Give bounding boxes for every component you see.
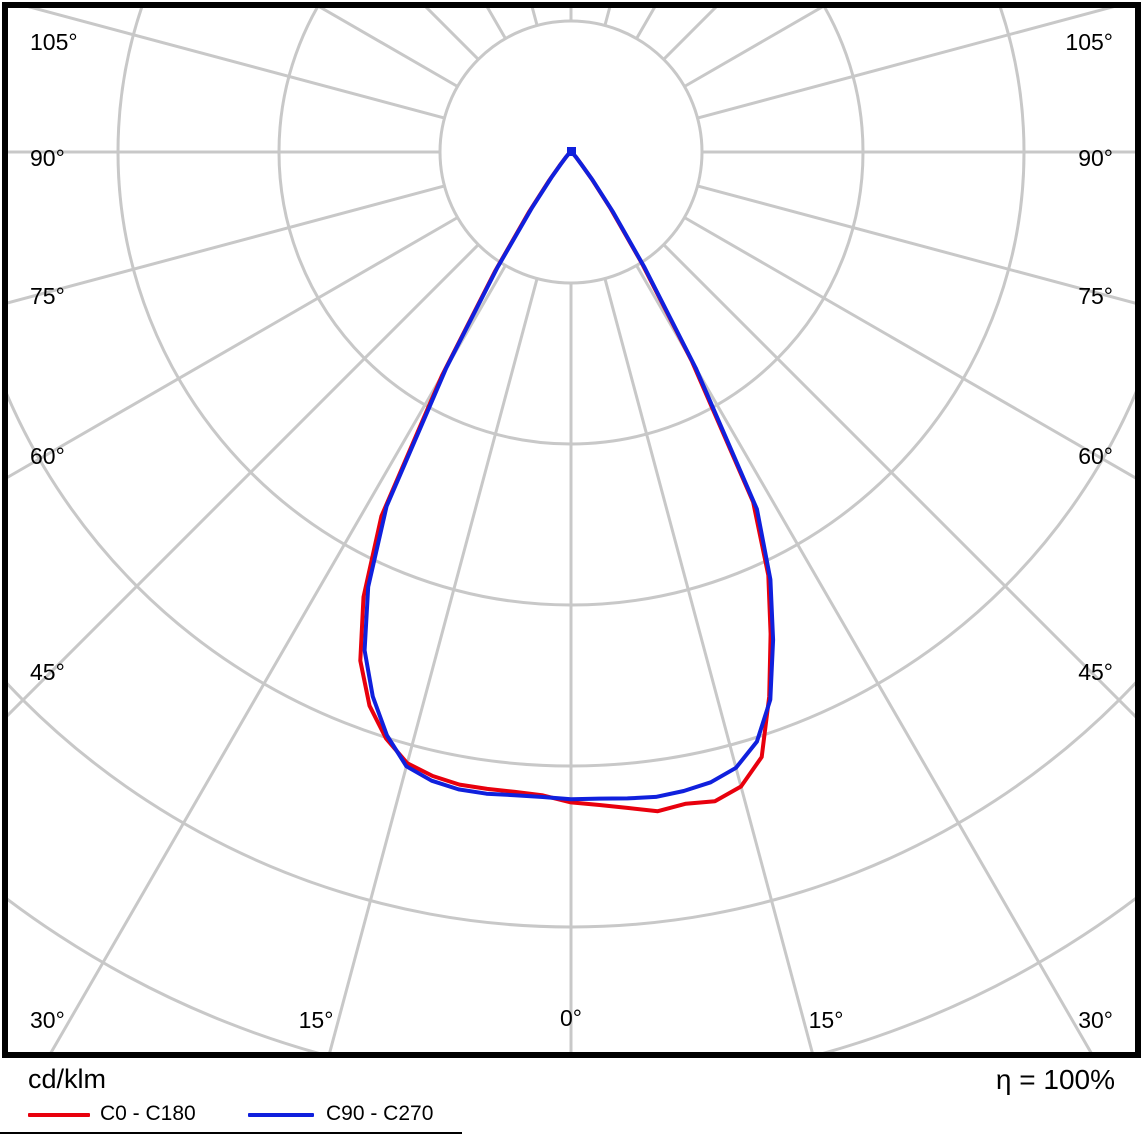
polar-chart: 105° 90° 75° 60° 45° 30° 15° 0° 15° 30° 45° 60° 75° 9…	[2, 2, 1141, 1058]
angle-label-12: 75°	[1078, 283, 1113, 309]
unit-label: cd/klm	[28, 1064, 107, 1094]
grid-ray-300	[8, 216, 459, 479]
angle-label-2: 75°	[30, 283, 65, 309]
angle-label-5: 30°	[30, 1007, 65, 1033]
angle-label-10: 45°	[1078, 659, 1113, 685]
grid-ray-330	[49, 264, 507, 1052]
apex-marker	[567, 147, 576, 156]
legend-label-c90-c270: C90 - C270	[326, 1102, 434, 1125]
angle-label-7: 0°	[560, 1005, 582, 1031]
grid-ray-15	[603, 278, 814, 1052]
legend-series-row: C0 - C180 C90 - C270	[0, 1102, 462, 1128]
angle-label-14: 105°	[1065, 29, 1113, 55]
angle-label-6: 15°	[299, 1007, 334, 1033]
curve-c90-c270	[362, 150, 776, 802]
polar-grid	[8, 8, 1135, 1052]
angle-label-13: 90°	[1078, 145, 1113, 171]
grid-ray-60	[683, 216, 1135, 480]
angle-label-0: 105°	[30, 29, 78, 55]
grid-ray-345	[328, 278, 539, 1052]
angle-label-11: 60°	[1078, 443, 1113, 469]
efficiency-label: η = 100%	[995, 1064, 1115, 1095]
angle-labels: 105° 90° 75° 60° 45° 30° 15° 0° 15° 30° 45° 60° 75° 9…	[30, 29, 1113, 1033]
chart-frame	[2, 2, 1141, 1058]
grid-ray-255	[27, 8, 445, 120]
angle-label-4: 45°	[30, 659, 65, 685]
legend-swatch-c90-c270	[248, 1113, 314, 1117]
grid-ray-45	[662, 243, 1135, 719]
grid-ray-315	[8, 243, 480, 718]
angle-label-8: 15°	[809, 1007, 844, 1033]
grid-ray-105	[697, 8, 1115, 120]
legend-label-c0-c180: C0 - C180	[100, 1102, 196, 1125]
legend-left-block: cd/klm C0 - C180 C90 - C270	[0, 1060, 462, 1134]
angle-label-1: 90°	[30, 145, 65, 171]
intensity-curves	[358, 147, 776, 814]
angle-label-3: 60°	[30, 443, 65, 469]
grid-ray-75	[697, 184, 1135, 305]
grid-ray-285	[8, 184, 445, 305]
grid-ray-30	[635, 264, 1093, 1052]
legend-swatch-c0-c180	[28, 1113, 90, 1117]
angle-label-9: 30°	[1078, 1007, 1113, 1033]
legend: cd/klm C0 - C180 C90 - C270 η = 100%	[0, 1060, 1143, 1143]
